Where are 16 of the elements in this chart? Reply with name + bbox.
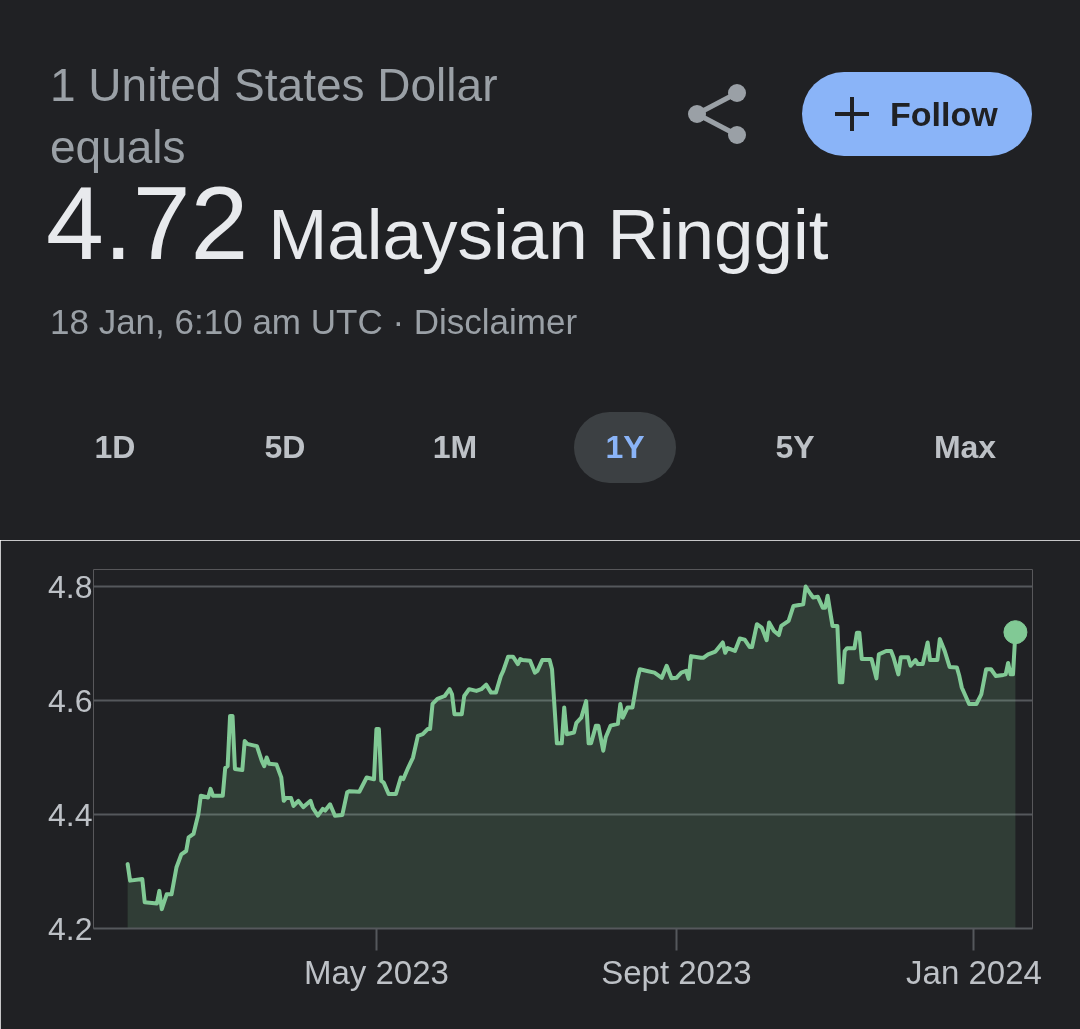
text: 5D: [263, 428, 307, 467]
y-tick-label: 4.8: [48, 568, 93, 605]
x-tick-label: Sept 2023: [601, 953, 752, 991]
x-tick-label: Jan 2024: [906, 953, 1042, 991]
y-tick-label: 4.6: [48, 682, 93, 719]
text: 1Y: [604, 428, 646, 467]
x-tick-label: May 2023: [303, 953, 449, 991]
y-tick-label: 4.4: [48, 796, 93, 833]
text: 5Y: [774, 428, 816, 467]
chart-title: 1 United States Dollar equals: [50, 58, 499, 175]
text: Max: [932, 428, 998, 467]
text: 1D: [93, 428, 137, 467]
text: 18 Jan, 6:10 am UTC · Disclaimer: [50, 302, 578, 342]
y-tick-label: 4.2: [48, 910, 93, 947]
text: 1M: [431, 428, 479, 467]
text: Follow: [890, 94, 998, 134]
